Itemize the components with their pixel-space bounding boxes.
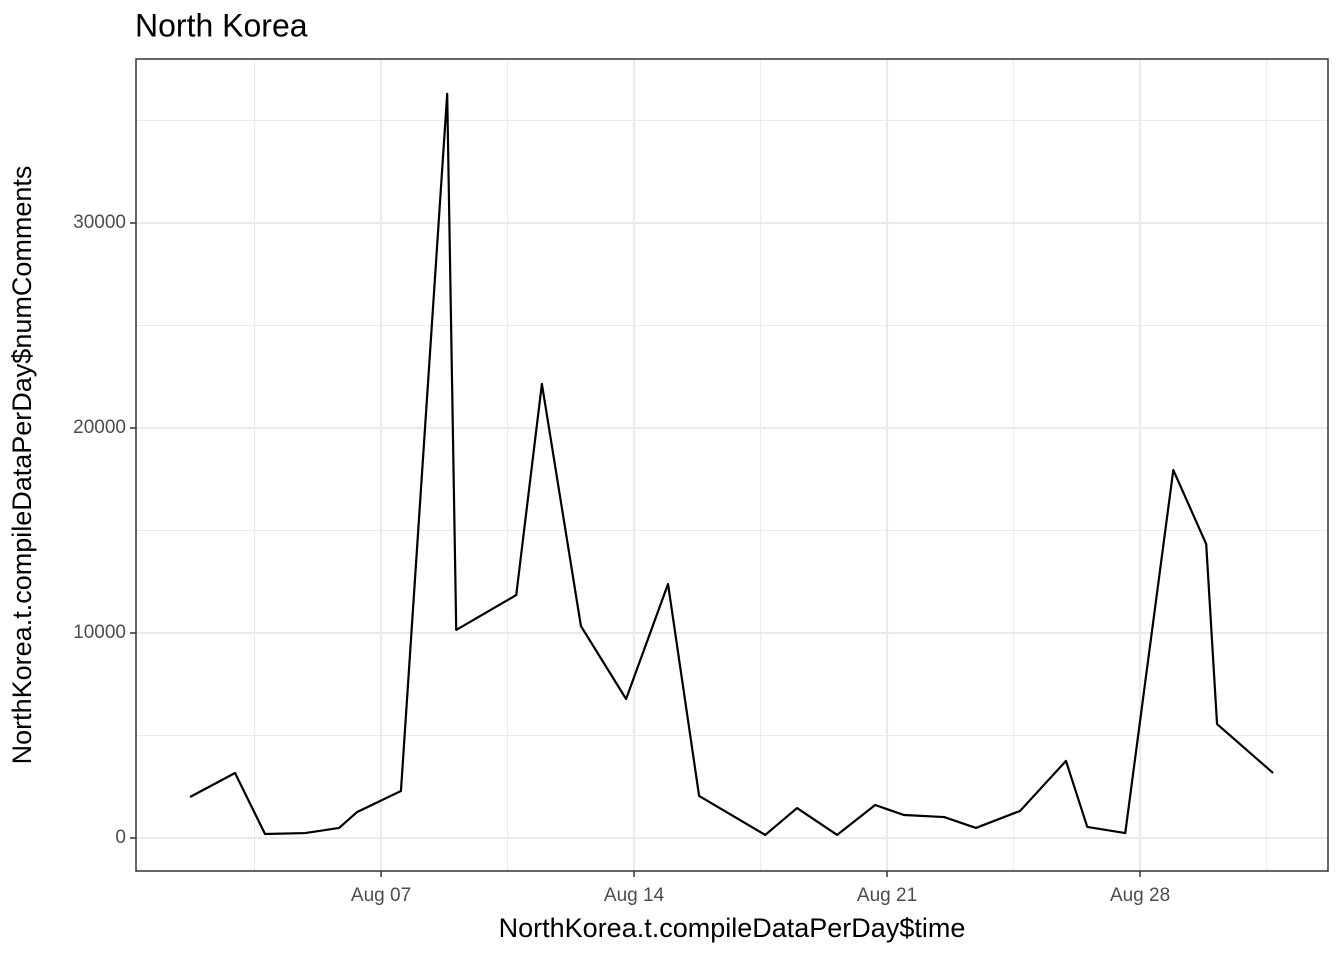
chart-title: North Korea (135, 7, 308, 43)
y-axis-title: NorthKorea.t.compileDataPerDay$numCommen… (7, 166, 37, 765)
y-tick-label: 0 (115, 827, 126, 848)
y-tick-label: 20000 (73, 417, 126, 438)
line (189, 92, 1274, 837)
panel-border (135, 58, 1329, 872)
x-tick-label: Aug 07 (351, 885, 411, 906)
x-tick-label: Aug 21 (857, 885, 917, 906)
x-axis-title: NorthKorea.t.compileDataPerDay$time (499, 913, 966, 943)
x-tick-label: Aug 28 (1110, 885, 1170, 906)
y-tick-label: 30000 (73, 212, 126, 233)
y-tick-label: 10000 (73, 622, 126, 643)
x-tick-label: Aug 14 (604, 885, 665, 906)
